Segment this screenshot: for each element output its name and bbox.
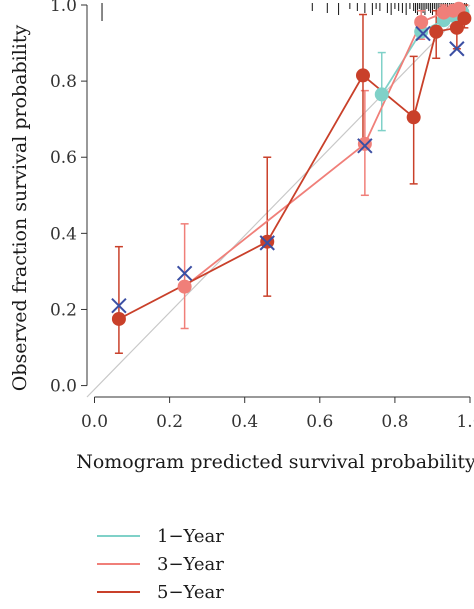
- ideal-line: [86, 4, 471, 398]
- point-3-year: [177, 279, 192, 294]
- series-lines: [118, 7, 466, 320]
- cross-stroke: [259, 235, 275, 251]
- ideal-line-layer: [86, 4, 471, 398]
- legend: 1−Year 3−Year 5−Year: [97, 526, 224, 603]
- point-5-year: [429, 24, 444, 39]
- x-axis: 0.0 0.2 0.4 0.6 0.8 1.0 Nomogram predicted su…: [76, 396, 474, 473]
- legend-label-3-year: 3−Year: [157, 554, 224, 575]
- cross-stroke: [449, 41, 465, 57]
- x-tick-label: 0.0: [81, 412, 108, 432]
- cross-stroke: [415, 25, 431, 42]
- x-tick-label: 0.4: [231, 412, 258, 432]
- y-tick-label: 0.4: [50, 224, 77, 244]
- cross-marker: [415, 25, 431, 42]
- point-1-year: [374, 87, 389, 102]
- plot-area: [86, 1, 472, 398]
- point-5-year: [111, 311, 126, 326]
- cross-stroke: [176, 265, 193, 282]
- series-points: [111, 1, 472, 326]
- x-axis-title: Nomogram predicted survival probability: [76, 451, 474, 473]
- cross-stroke: [357, 138, 373, 154]
- y-tick-label: 0.6: [50, 148, 77, 168]
- x-tick-label: 0.8: [381, 412, 408, 432]
- rug-ticks: [101, 3, 467, 21]
- y-tick-label: 0.8: [50, 72, 77, 92]
- point-5-year: [457, 11, 472, 26]
- cross-marker: [176, 265, 193, 282]
- legend-label-1-year: 1−Year: [157, 526, 224, 547]
- cross-marker: [111, 297, 127, 314]
- point-5-year: [449, 20, 464, 35]
- point-3-year: [357, 136, 372, 151]
- y-tick-label: 0.0: [50, 377, 77, 397]
- y-axis: 0.0 0.2 0.4 0.6 0.8 1.0 Observed fraction sur…: [9, 0, 88, 397]
- y-ticks: 0.0 0.2 0.4 0.6 0.8 1.0: [50, 0, 87, 397]
- point-5-year: [355, 68, 370, 83]
- cross-marker: [357, 138, 373, 154]
- x-ticks: 0.0 0.2 0.4 0.6 0.8 1.0: [81, 397, 474, 432]
- y-axis-title: Observed fraction survival probability: [9, 24, 31, 391]
- x-tick-label: 0.6: [306, 412, 333, 432]
- point-5-year: [406, 110, 421, 125]
- point-3-year: [414, 15, 429, 30]
- x-tick-label: 1.0: [456, 412, 474, 432]
- x-tick-label: 0.2: [156, 412, 183, 432]
- y-tick-label: 1.0: [50, 0, 77, 16]
- error-bars: [114, 4, 469, 354]
- cross-stroke: [111, 297, 127, 314]
- legend-label-5-year: 5−Year: [157, 582, 224, 603]
- cross-markers: [111, 25, 465, 314]
- cross-marker: [449, 41, 465, 57]
- cross-marker: [259, 235, 275, 251]
- y-tick-label: 0.2: [50, 300, 77, 320]
